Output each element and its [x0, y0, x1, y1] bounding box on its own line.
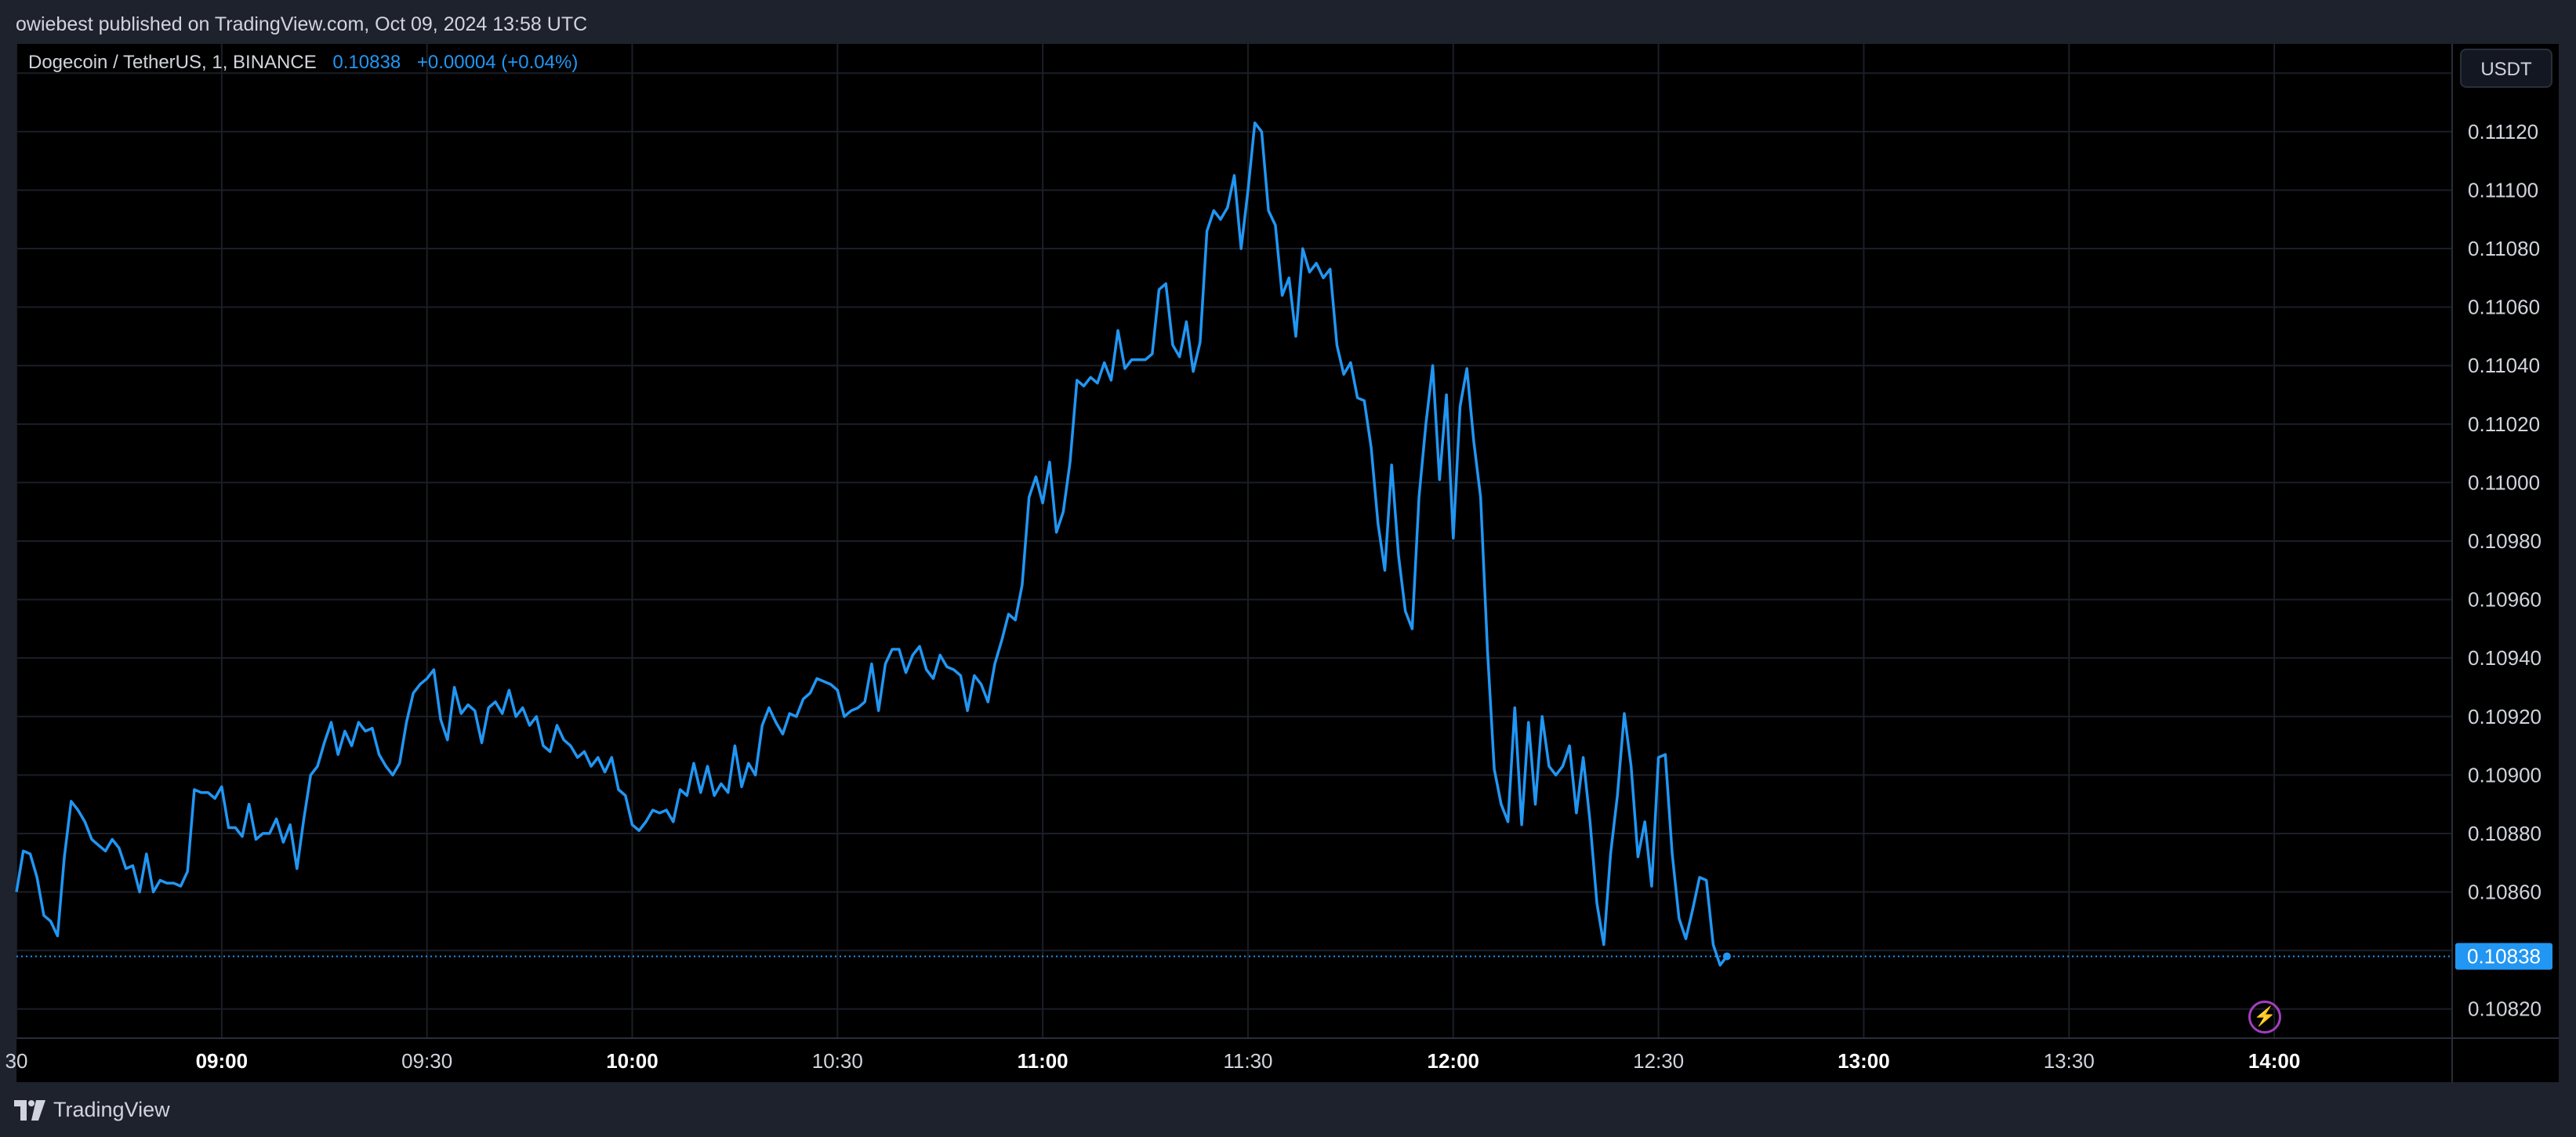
last-price-label: 0.10838 [2467, 945, 2541, 968]
tradingview-logo-icon [14, 1099, 45, 1121]
brand-label: TradingView [53, 1098, 170, 1121]
y-tick-label: 0.10860 [2468, 881, 2542, 904]
footer-bar: TradingView [0, 1082, 2576, 1137]
y-tick-label: 0.11060 [2468, 296, 2540, 319]
symbol-price: 0.10838 [332, 52, 401, 73]
x-tick-label: 13:30 [2044, 1049, 2095, 1073]
chart-pane[interactable] [16, 44, 2559, 1082]
y-tick-label: 0.11120 [2468, 120, 2538, 143]
x-tick-label: 11:00 [1018, 1049, 1068, 1073]
x-tick-label: 13:00 [1838, 1049, 1890, 1073]
symbol-name: Dogecoin / TetherUS, 1, BINANCE [28, 52, 317, 73]
y-tick-label: 0.10980 [2468, 529, 2542, 553]
tradingview-logo[interactable]: TradingView [14, 1098, 170, 1122]
x-tick-label: 12:00 [1428, 1049, 1480, 1073]
y-tick-label: 0.11100 [2468, 178, 2538, 202]
price-series-line [15, 121, 1729, 967]
y-tick-label: 0.10940 [2468, 646, 2542, 670]
published-info-text: owiebest published on TradingView.com, O… [16, 13, 588, 35]
x-tick-label: 14:00 [2248, 1049, 2301, 1073]
x-tick-label: 11:30 [1223, 1049, 1272, 1073]
y-tick-label: 0.10960 [2468, 588, 2542, 612]
x-tick-label: 09:30 [401, 1049, 452, 1073]
lightning-icon[interactable]: ⚡ [2248, 1001, 2281, 1033]
x-tick-label: 10:00 [606, 1049, 659, 1073]
x-tick-label: 12:30 [1633, 1049, 1684, 1073]
y-tick-label: 0.11000 [2468, 470, 2540, 494]
y-tick-label: 0.11080 [2468, 237, 2540, 260]
x-tick-label: 09:00 [196, 1049, 249, 1073]
x-tick-label: 10:30 [812, 1049, 863, 1073]
y-tick-label: 0.10920 [2468, 705, 2542, 728]
symbol-legend: Dogecoin / TetherUS, 1, BINANCE 0.10838 … [28, 52, 578, 74]
symbol-change: +0.00004 (+0.04%) [416, 52, 579, 73]
y-tick-label: 0.10900 [2468, 763, 2542, 786]
currency-button[interactable]: USDT [2460, 49, 2552, 88]
last-point-marker [1722, 952, 1731, 961]
y-tick-label: 0.10820 [2468, 997, 2542, 1021]
y-tick-label: 0.10880 [2468, 822, 2542, 845]
x-tick-label: 30 [5, 1049, 28, 1073]
y-tick-label: 0.11020 [2468, 412, 2540, 436]
y-tick-label: 0.11040 [2468, 354, 2540, 377]
publish-info-bar: owiebest published on TradingView.com, O… [0, 0, 2576, 44]
last-price-badge [2455, 943, 2552, 970]
